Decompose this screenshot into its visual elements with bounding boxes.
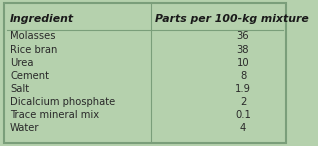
Text: Dicalcium phosphate: Dicalcium phosphate xyxy=(10,97,115,107)
Text: 1.9: 1.9 xyxy=(235,84,251,94)
Text: Cement: Cement xyxy=(10,71,49,81)
Text: Ingredient: Ingredient xyxy=(10,14,74,24)
FancyBboxPatch shape xyxy=(4,3,286,143)
Text: Salt: Salt xyxy=(10,84,29,94)
Text: Rice bran: Rice bran xyxy=(10,45,57,54)
Text: Trace mineral mix: Trace mineral mix xyxy=(10,110,99,120)
Text: 36: 36 xyxy=(237,32,249,41)
Text: 4: 4 xyxy=(240,123,246,133)
Text: 8: 8 xyxy=(240,71,246,81)
Text: 10: 10 xyxy=(237,58,249,68)
Text: Parts per 100-kg mixture: Parts per 100-kg mixture xyxy=(155,14,308,24)
Text: Molasses: Molasses xyxy=(10,32,56,41)
Text: Water: Water xyxy=(10,123,39,133)
Text: 38: 38 xyxy=(237,45,249,54)
Text: 2: 2 xyxy=(240,97,246,107)
Text: Urea: Urea xyxy=(10,58,33,68)
Text: 0.1: 0.1 xyxy=(235,110,251,120)
